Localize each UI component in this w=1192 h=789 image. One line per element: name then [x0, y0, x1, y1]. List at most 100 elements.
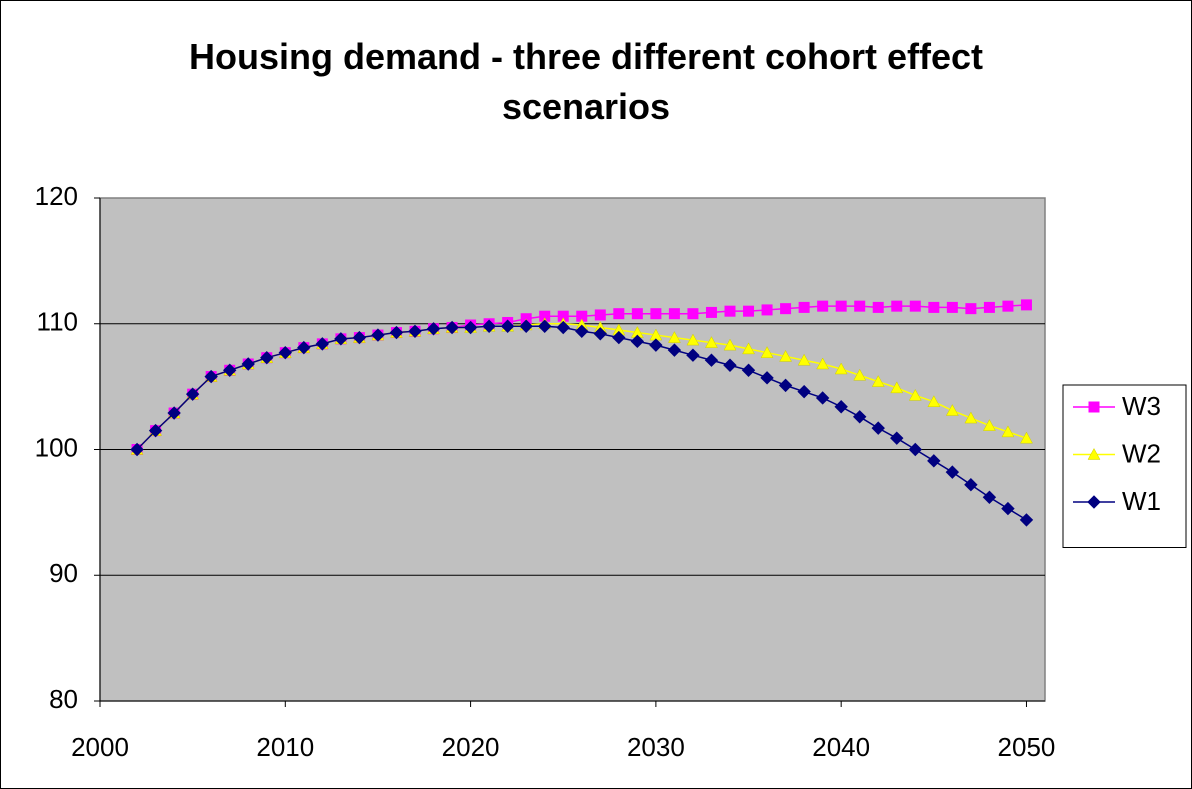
data-point	[371, 328, 385, 342]
y-tick-label: 120	[35, 181, 78, 211]
data-point	[613, 308, 625, 320]
data-point	[686, 333, 700, 346]
legend-box	[1062, 384, 1187, 548]
y-tick-label: 110	[37, 307, 78, 337]
data-point	[556, 320, 570, 335]
data-point	[982, 490, 997, 504]
legend-label: W3	[1122, 391, 1161, 421]
data-point	[798, 301, 810, 313]
data-point	[687, 308, 699, 320]
data-point	[463, 320, 478, 335]
data-point	[945, 403, 959, 416]
data-point	[130, 442, 144, 457]
data-point	[927, 395, 941, 407]
data-point	[724, 305, 736, 317]
data-point	[705, 336, 718, 348]
data-point	[723, 338, 737, 351]
x-tick-label: 2020	[442, 732, 500, 762]
data-point	[222, 363, 237, 377]
data-point	[575, 324, 589, 339]
x-tick-label: 2040	[812, 732, 870, 762]
data-point	[686, 348, 700, 362]
data-point	[426, 322, 441, 336]
data-point	[964, 411, 978, 424]
data-point	[741, 363, 756, 377]
x-tick-label: 2050	[998, 732, 1056, 762]
data-point	[871, 375, 885, 387]
data-point	[204, 369, 218, 384]
data-point	[241, 357, 255, 371]
data-point	[352, 330, 367, 345]
data-point	[260, 350, 274, 365]
data-point	[780, 303, 792, 315]
legend-marker	[1087, 495, 1101, 509]
data-point	[1019, 513, 1034, 527]
data-point	[815, 391, 830, 405]
data-point	[315, 337, 330, 351]
data-point	[185, 387, 200, 401]
x-tick-label: 2030	[627, 732, 685, 762]
data-point	[908, 442, 923, 457]
data-point	[593, 327, 608, 341]
data-point	[668, 308, 680, 320]
legend-marker	[1087, 447, 1101, 460]
data-point	[650, 308, 662, 320]
data-point	[630, 334, 645, 349]
data-point	[649, 338, 663, 352]
y-tick-label: 80	[49, 684, 78, 714]
data-point	[835, 300, 847, 312]
y-tick-label: 100	[35, 432, 78, 462]
data-point	[612, 330, 626, 345]
data-point	[1002, 300, 1014, 312]
data-point	[779, 349, 793, 362]
data-point	[389, 325, 404, 340]
data-point	[760, 346, 774, 358]
data-point	[1001, 425, 1015, 438]
legend-label: W1	[1122, 486, 1161, 516]
data-point	[537, 319, 552, 333]
data-point	[297, 340, 311, 355]
data-point	[854, 300, 866, 312]
data-point	[705, 306, 717, 318]
x-tick-label: 2000	[71, 732, 129, 762]
legend-marker	[1088, 401, 1100, 413]
data-point	[1020, 431, 1033, 444]
data-point	[631, 308, 643, 320]
data-point	[816, 357, 830, 370]
data-point	[667, 331, 681, 343]
x-tick-label: 2010	[256, 732, 314, 762]
data-point	[834, 362, 848, 375]
data-point	[852, 410, 867, 424]
data-point	[890, 431, 904, 445]
data-point	[928, 301, 940, 313]
data-point	[704, 353, 719, 367]
data-point	[908, 388, 922, 401]
data-point	[797, 384, 811, 399]
data-point	[964, 478, 978, 492]
data-point	[1020, 299, 1032, 311]
data-point	[743, 305, 755, 317]
data-point	[445, 320, 459, 335]
data-point	[519, 319, 533, 333]
data-point	[278, 345, 293, 360]
y-tick-label: 90	[49, 558, 78, 588]
data-point	[872, 301, 884, 313]
data-point	[594, 309, 606, 321]
data-point	[408, 324, 422, 339]
legend-label: W2	[1122, 438, 1161, 468]
data-point	[946, 301, 958, 313]
data-point	[761, 304, 773, 316]
data-point	[982, 419, 996, 431]
data-point	[334, 332, 348, 346]
data-point	[167, 406, 181, 420]
chart-title: Housing demand - three different cohort …	[188, 36, 984, 127]
data-point	[945, 465, 960, 479]
data-point	[742, 342, 755, 355]
data-point	[891, 300, 903, 312]
data-point	[482, 319, 496, 333]
data-point	[760, 371, 774, 385]
data-point	[983, 301, 995, 313]
data-point	[909, 300, 921, 312]
